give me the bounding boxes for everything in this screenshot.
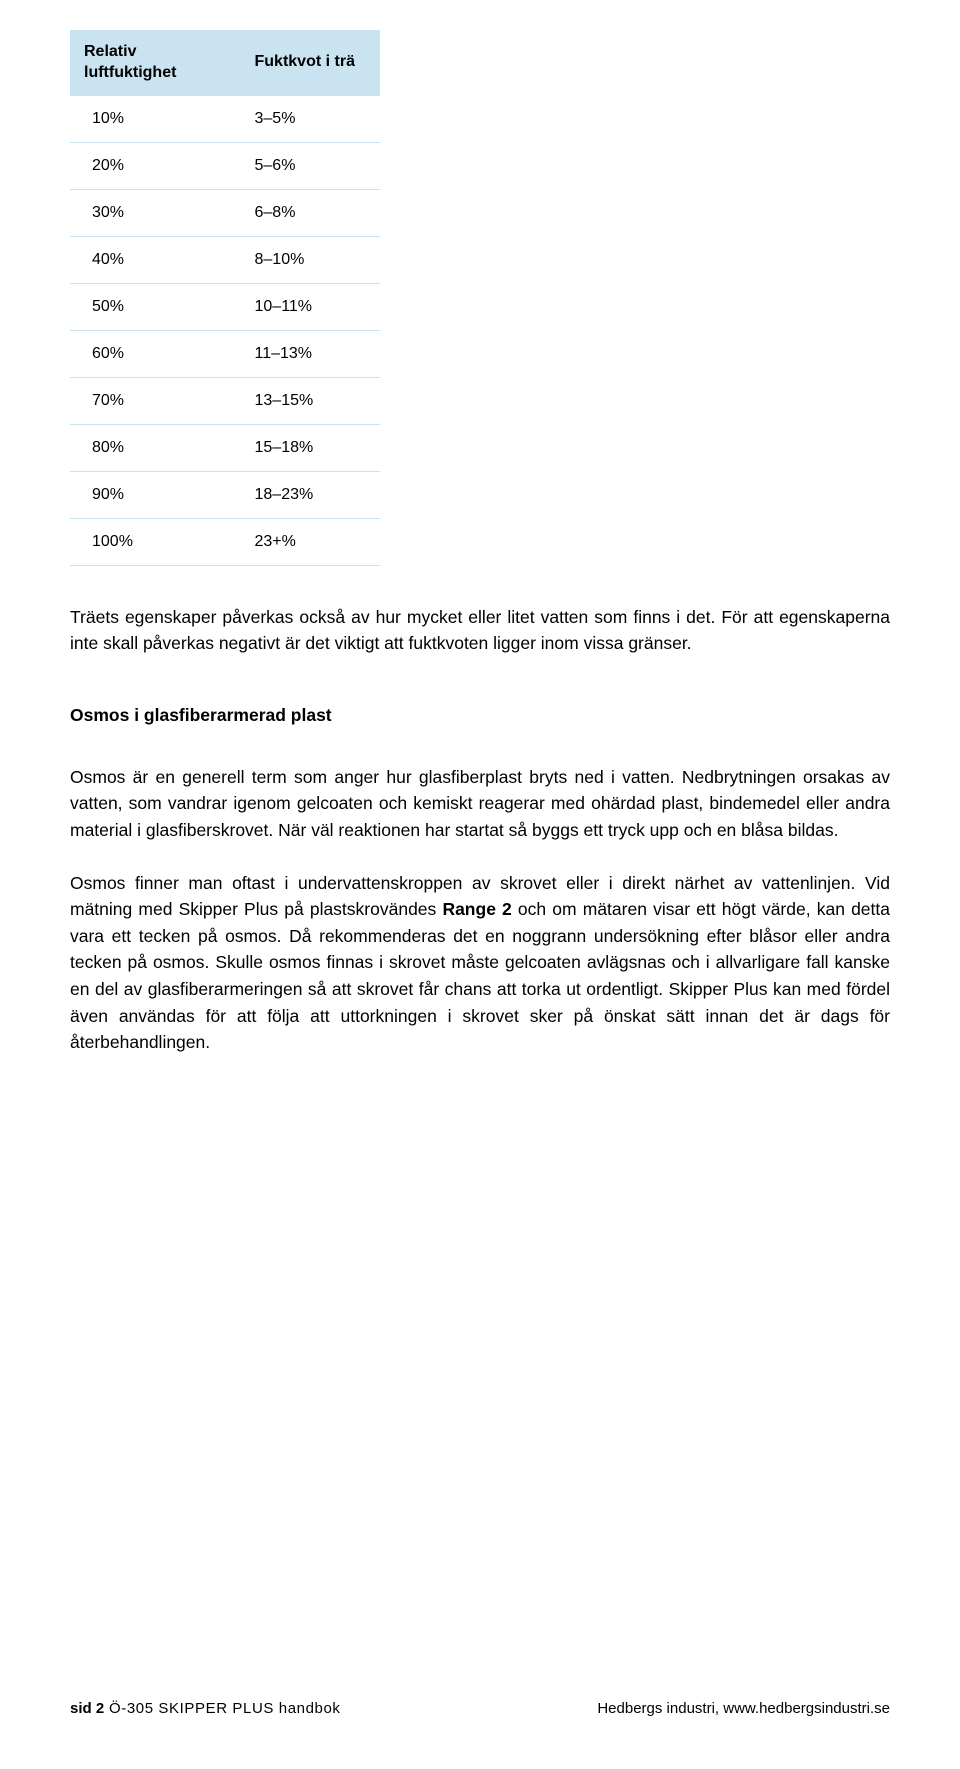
footer-left: sid 2 Ö-305 SKIPPER PLUS handbok [70, 1700, 341, 1717]
table-row: 70%13–15% [70, 377, 380, 424]
cell: 8–10% [241, 236, 381, 283]
table-header-relativ: Relativ luftfuktighet [70, 30, 241, 96]
doc-title: Ö-305 SKIPPER PLUS handbok [104, 1700, 340, 1717]
table-row: 60%11–13% [70, 330, 380, 377]
cell: 18–23% [241, 471, 381, 518]
cell: 100% [70, 518, 241, 565]
cell: 11–13% [241, 330, 381, 377]
cell: 15–18% [241, 424, 381, 471]
cell: 3–5% [241, 96, 381, 143]
paragraph-osmos-2: Osmos finner man oftast i undervattenskr… [70, 870, 890, 1056]
cell: 40% [70, 236, 241, 283]
section-heading-osmos: Osmos i glasfiberarmerad plast [70, 705, 890, 726]
paragraph-intro: Träets egenskaper påverkas också av hur … [70, 604, 890, 657]
page-number: sid 2 [70, 1700, 104, 1717]
table-header-fuktkvot: Fuktkvot i trä [241, 30, 381, 96]
cell: 6–8% [241, 189, 381, 236]
table-row: 50%10–11% [70, 283, 380, 330]
paragraph-osmos-1: Osmos är en generell term som anger hur … [70, 764, 890, 844]
table-row: 30%6–8% [70, 189, 380, 236]
table-row: 90%18–23% [70, 471, 380, 518]
cell: 50% [70, 283, 241, 330]
text-run: och om mätaren visar ett högt värde, kan… [70, 899, 890, 1052]
cell: 13–15% [241, 377, 381, 424]
cell: 5–6% [241, 142, 381, 189]
cell: 90% [70, 471, 241, 518]
footer-right: Hedbergs industri, www.hedbergsindustri.… [597, 1700, 890, 1717]
cell: 60% [70, 330, 241, 377]
table-row: 10%3–5% [70, 96, 380, 143]
table-row: 40%8–10% [70, 236, 380, 283]
page-footer: sid 2 Ö-305 SKIPPER PLUS handbok Hedberg… [70, 1700, 890, 1717]
text-bold-range2: Range 2 [442, 899, 511, 919]
cell: 10% [70, 96, 241, 143]
cell: 30% [70, 189, 241, 236]
table-row: 20%5–6% [70, 142, 380, 189]
cell: 80% [70, 424, 241, 471]
cell: 23+% [241, 518, 381, 565]
cell: 10–11% [241, 283, 381, 330]
cell: 20% [70, 142, 241, 189]
table-row: 80%15–18% [70, 424, 380, 471]
table-row: 100%23+% [70, 518, 380, 565]
cell: 70% [70, 377, 241, 424]
humidity-table: Relativ luftfuktighet Fuktkvot i trä 10%… [70, 30, 380, 566]
